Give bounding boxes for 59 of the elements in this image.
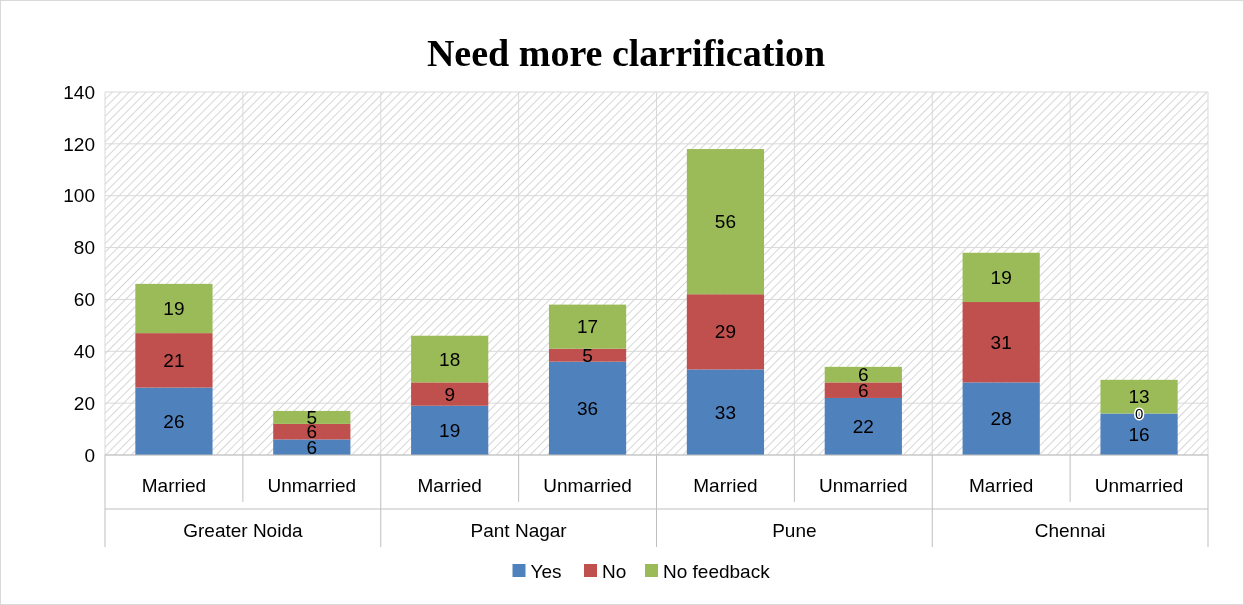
x-tick-label: Unmarried <box>267 475 357 496</box>
y-tick-label: 120 <box>63 133 95 155</box>
x-tick-label: Married <box>417 475 482 496</box>
data-label: 21 <box>163 350 185 372</box>
data-label: 33 <box>714 401 737 423</box>
data-label: 16 <box>1128 423 1150 445</box>
bar <box>548 348 627 362</box>
x-tick-label: Married <box>141 475 207 496</box>
bar <box>135 283 213 334</box>
chart-title: Need more clarrification <box>426 32 826 74</box>
bar <box>962 382 1040 455</box>
legend-label: Yes <box>530 560 562 582</box>
data-label: 36 <box>576 397 599 419</box>
data-label: 28 <box>990 408 1012 430</box>
bar <box>548 304 627 349</box>
y-tick-label: 40 <box>73 340 95 362</box>
x-tick-label: Married <box>693 475 758 496</box>
data-label: 29 <box>714 321 737 343</box>
text: Pune <box>772 520 817 541</box>
y-tick-label: 140 <box>63 81 95 103</box>
legend-label: No <box>602 560 627 582</box>
bar <box>411 405 489 455</box>
data-label: 19 <box>163 298 185 320</box>
y-tick-label: 100 <box>63 185 95 207</box>
legend-label: No feedback <box>663 560 771 582</box>
data-label: 31 <box>990 331 1012 353</box>
bar <box>135 333 213 388</box>
bar <box>411 335 489 383</box>
text: Pant Nagar <box>470 520 568 541</box>
bar <box>411 382 489 406</box>
data-label: 9 <box>444 383 455 405</box>
y-tick-label: 80 <box>73 237 95 259</box>
bar <box>962 302 1040 383</box>
data-label: 19 <box>990 267 1012 289</box>
data-label: 26 <box>163 410 185 432</box>
data-label: 56 <box>714 211 737 233</box>
x-tick-label: Unmarried <box>1094 475 1184 496</box>
text: Chennai <box>1034 520 1106 541</box>
data-label: 5 <box>582 344 593 366</box>
bar <box>824 397 902 455</box>
bar <box>686 149 765 295</box>
bar <box>273 410 351 424</box>
data-label: 18 <box>439 348 461 370</box>
bar <box>824 382 902 398</box>
y-tick-label: 60 <box>73 289 95 311</box>
text: Greater Noida <box>183 520 303 541</box>
bar <box>962 252 1040 303</box>
bar <box>135 387 213 455</box>
bar <box>548 361 627 455</box>
y-tick-label: 0 <box>84 444 95 466</box>
bar <box>686 369 765 455</box>
data-label: 17 <box>576 316 599 338</box>
data-label: 19 <box>439 420 461 442</box>
x-tick-label: Married <box>968 475 1034 496</box>
x-tick-label: Unmarried <box>543 475 632 496</box>
bar <box>686 294 765 370</box>
x-tick-label: Unmarried <box>818 475 908 496</box>
data-label: 22 <box>852 416 874 438</box>
y-tick-label: 20 <box>73 392 95 414</box>
